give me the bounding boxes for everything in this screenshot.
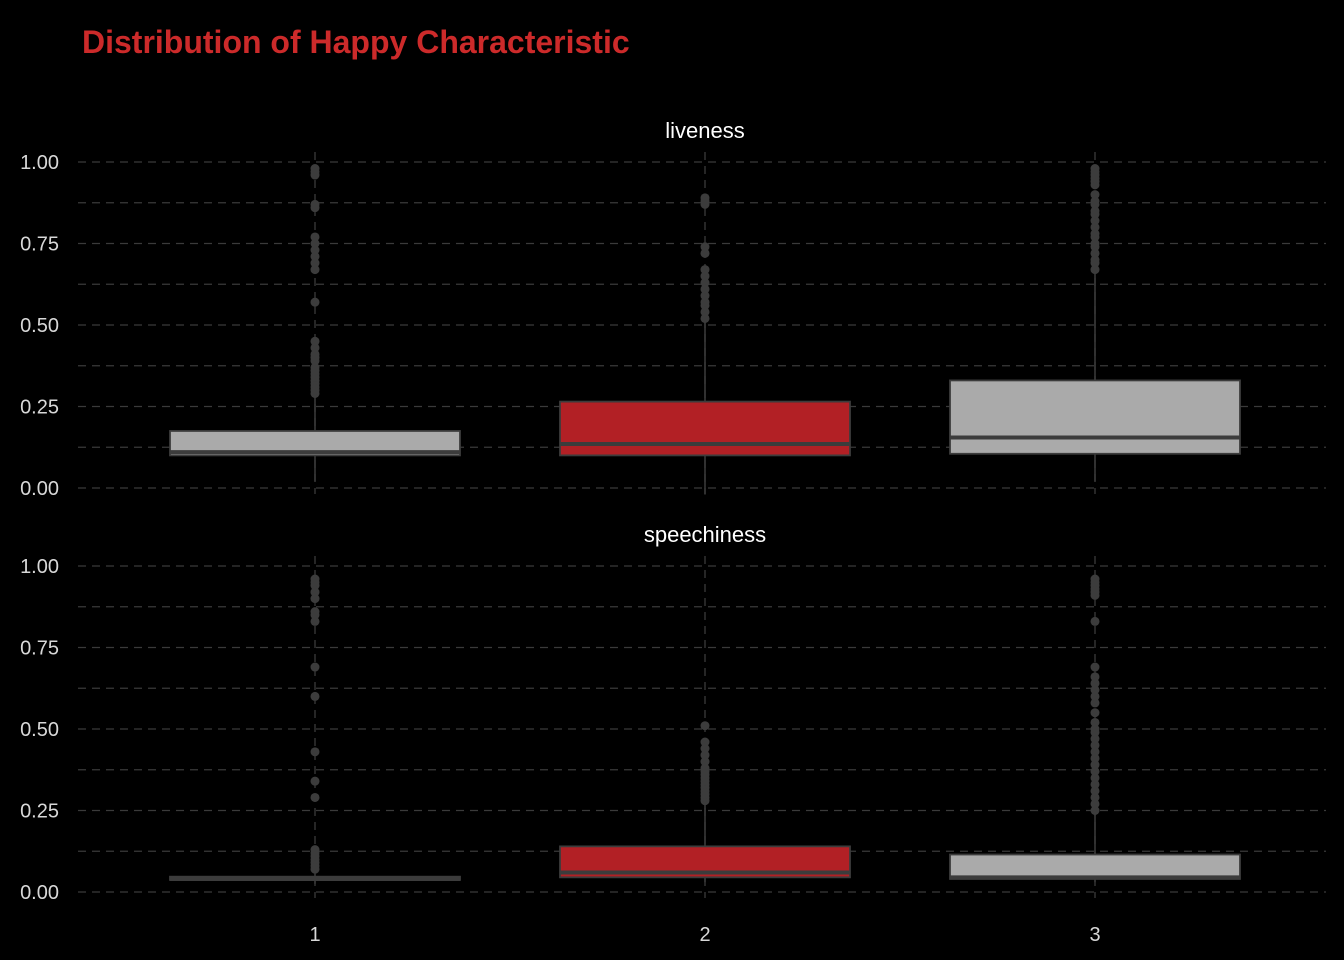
facet-label-liveness: liveness xyxy=(665,118,744,143)
outlier-point xyxy=(700,721,710,731)
outlier-point xyxy=(700,242,710,252)
outlier-point xyxy=(1090,708,1100,718)
outlier-point xyxy=(1090,698,1100,708)
outlier-point xyxy=(1090,685,1100,695)
outlier-point xyxy=(700,757,710,767)
x-tick-label: 3 xyxy=(1089,924,1100,946)
outlier-point xyxy=(1090,222,1100,232)
facet-label-speechiness: speechiness xyxy=(644,522,766,547)
outlier-point xyxy=(1090,196,1100,206)
y-tick-label: 0.25 xyxy=(20,801,59,823)
outlier-point xyxy=(700,193,710,203)
outlier-point xyxy=(310,747,320,757)
outlier-point xyxy=(310,662,320,672)
outlier-point xyxy=(310,349,320,359)
outlier-point xyxy=(1090,786,1100,796)
outlier-point xyxy=(1090,779,1100,789)
outlier-point xyxy=(1090,753,1100,763)
outlier-point xyxy=(700,737,710,747)
outlier-point xyxy=(700,248,710,258)
outlier-point xyxy=(310,607,320,617)
outlier-point xyxy=(310,297,320,307)
outlier-point xyxy=(310,239,320,248)
outlier-point xyxy=(700,297,710,307)
outlier-point xyxy=(700,284,710,294)
outlier-point xyxy=(310,336,320,346)
outlier-point xyxy=(700,291,710,301)
outlier-point xyxy=(700,744,710,754)
outlier-point xyxy=(1090,734,1100,744)
outlier-point xyxy=(1090,164,1100,174)
outlier-point xyxy=(1090,747,1100,757)
outlier-point xyxy=(1090,717,1100,727)
outlier-point xyxy=(310,265,320,275)
outlier-point xyxy=(1090,265,1100,275)
outlier-point xyxy=(1090,248,1100,258)
outlier-point xyxy=(310,616,320,626)
outlier-point xyxy=(1090,766,1100,776)
box-speechiness-3 xyxy=(949,853,1241,880)
outlier-point xyxy=(1090,773,1100,783)
outlier-point xyxy=(700,750,710,760)
outlier-point xyxy=(310,792,320,802)
outlier-point xyxy=(1090,740,1100,750)
y-tick-label: 0.50 xyxy=(20,315,59,337)
outlier-point xyxy=(700,763,710,773)
outlier-point xyxy=(310,232,320,242)
y-tick-label: 0.75 xyxy=(20,638,59,660)
outlier-point xyxy=(310,776,320,786)
outlier-point xyxy=(1090,691,1100,701)
y-tick-label: 1.00 xyxy=(20,556,59,578)
outlier-point xyxy=(310,587,320,597)
outlier-point xyxy=(1090,724,1100,734)
y-tick-label: 0.75 xyxy=(20,234,59,256)
x-tick-label: 2 xyxy=(699,924,710,946)
y-tick-label: 0.50 xyxy=(20,719,59,741)
x-tick-label: 1 xyxy=(309,924,320,946)
outlier-point xyxy=(310,199,320,209)
outlier-point xyxy=(1090,616,1100,626)
outlier-point xyxy=(1090,806,1100,815)
outlier-point xyxy=(310,362,320,372)
outlier-point xyxy=(1090,799,1100,809)
outlier-point xyxy=(700,313,710,323)
y-tick-label: 0.25 xyxy=(20,397,59,419)
outlier-point xyxy=(310,691,320,701)
outlier-point xyxy=(310,245,320,255)
y-tick-label: 0.00 xyxy=(20,882,59,904)
outlier-point xyxy=(1090,574,1100,584)
outlier-point xyxy=(700,271,710,281)
outlier-point xyxy=(310,164,320,174)
outlier-point xyxy=(310,845,320,855)
outlier-point xyxy=(1090,792,1100,802)
outlier-point xyxy=(1090,216,1100,226)
y-tick-label: 1.00 xyxy=(20,152,59,174)
outlier-point xyxy=(700,307,710,317)
outlier-point xyxy=(700,265,710,275)
y-tick-label: 0.00 xyxy=(20,478,59,500)
outlier-point xyxy=(1090,678,1100,688)
box-liveness-2 xyxy=(559,400,851,457)
box-liveness-3 xyxy=(949,379,1241,455)
outlier-point xyxy=(310,343,320,353)
chart-title: Distribution of Happy Characteristic xyxy=(82,24,630,60)
outlier-point xyxy=(1090,662,1100,672)
outlier-point xyxy=(310,574,320,584)
outlier-point xyxy=(310,258,320,268)
outlier-point xyxy=(310,252,320,262)
outlier-point xyxy=(1090,760,1100,770)
outlier-point xyxy=(700,278,710,288)
outlier-point xyxy=(1090,206,1100,216)
outlier-point xyxy=(1090,672,1100,682)
outlier-point xyxy=(1090,190,1100,200)
outlier-point xyxy=(1090,255,1100,265)
outlier-point xyxy=(1090,239,1100,248)
outlier-point xyxy=(310,594,320,604)
outlier-point xyxy=(1090,229,1100,239)
